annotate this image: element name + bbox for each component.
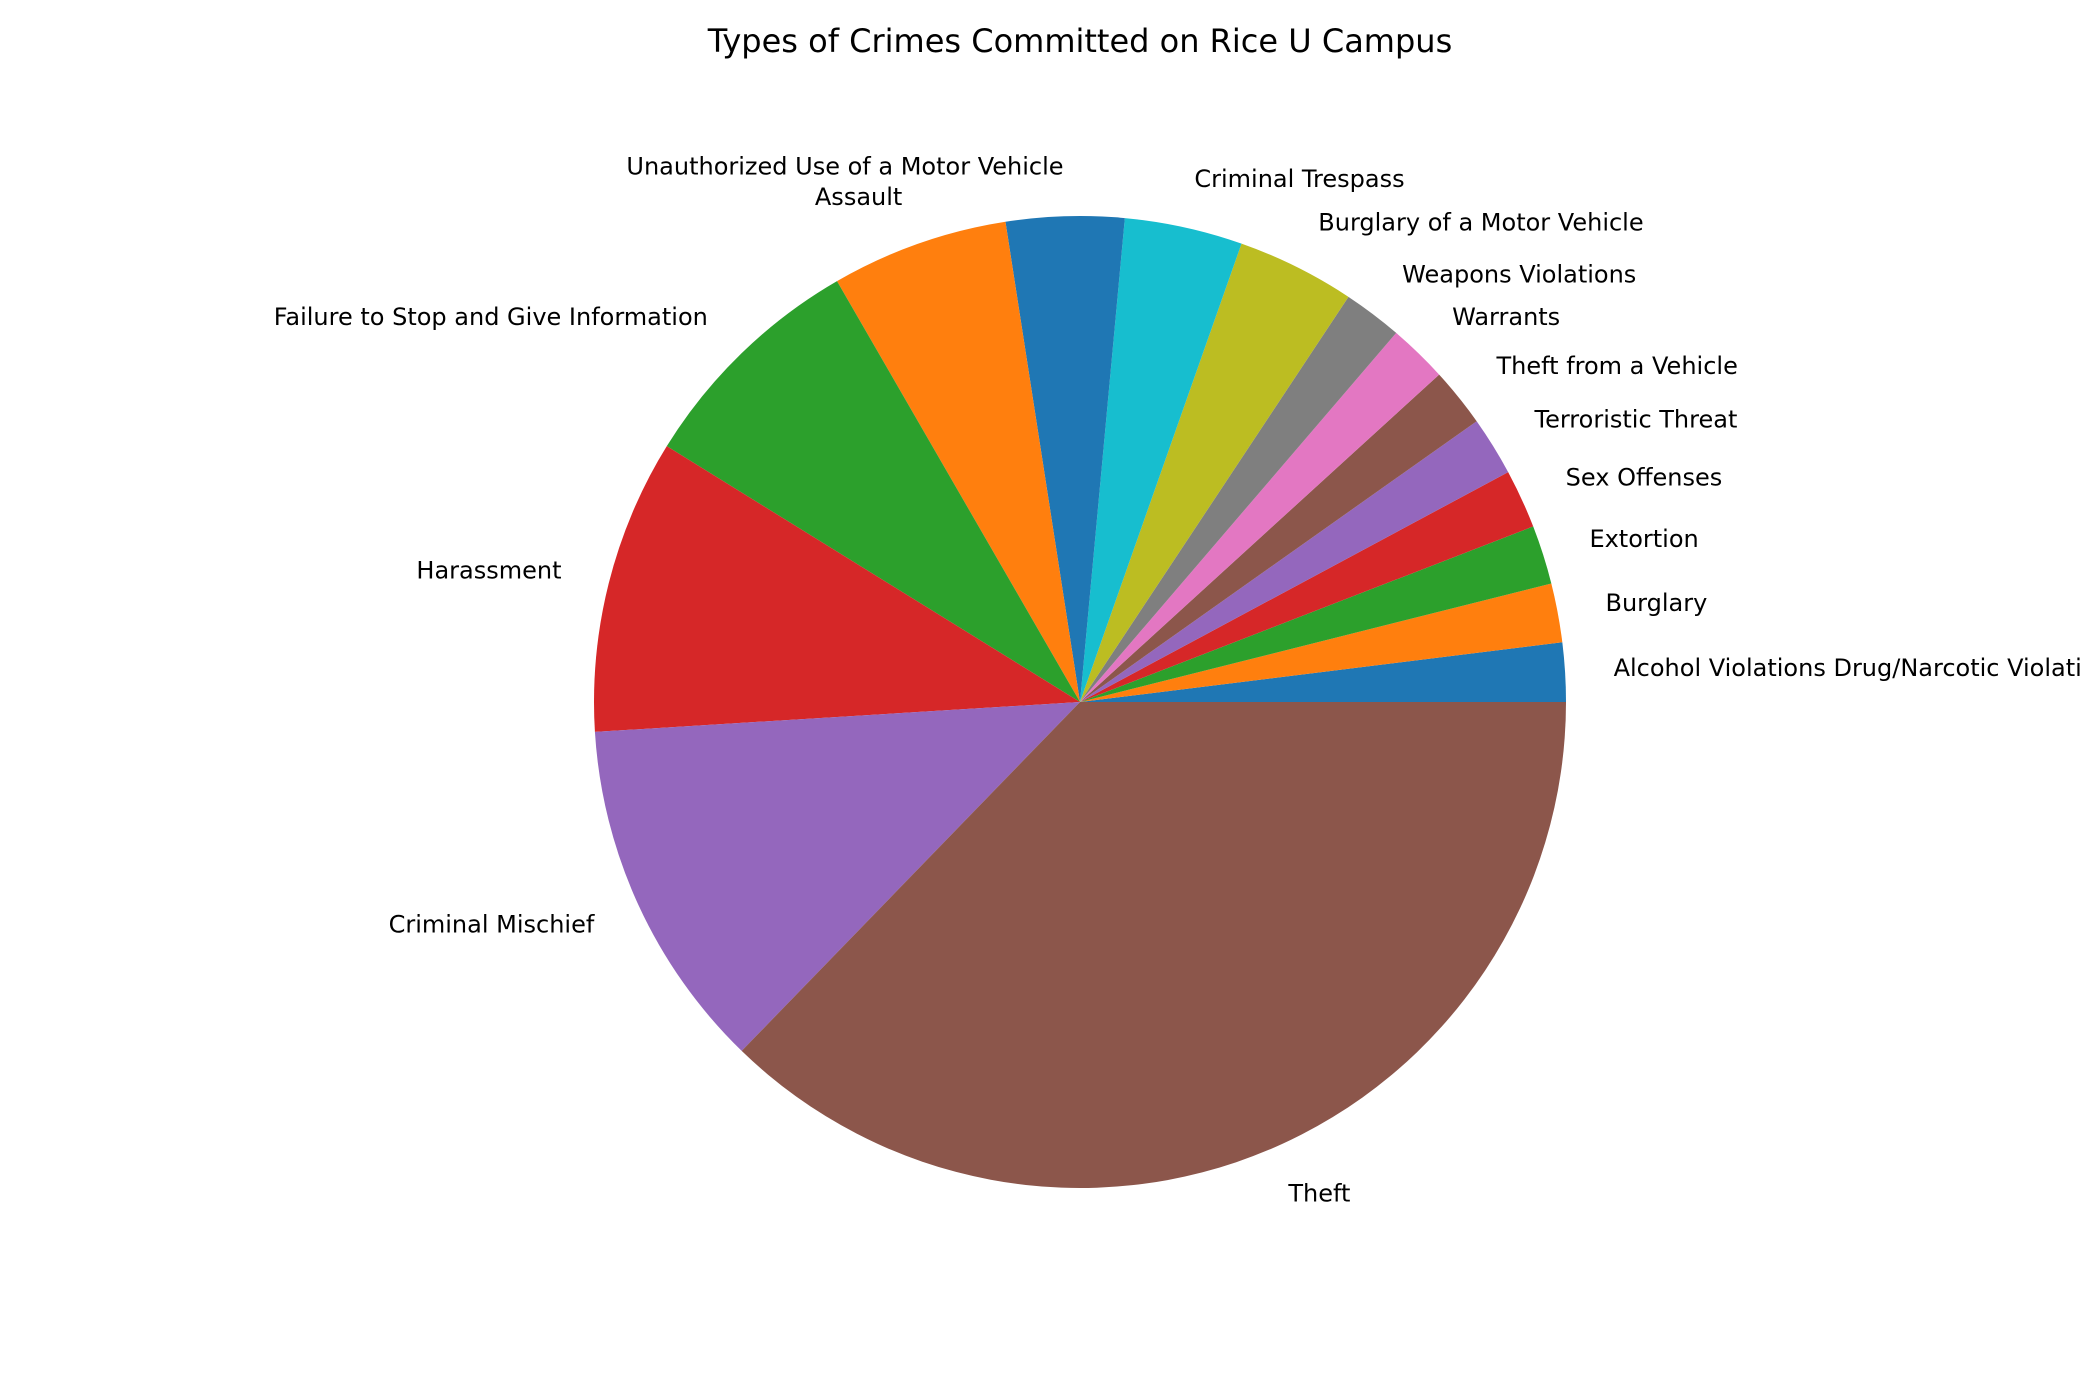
- slice-label-alcohol-violations-drug-narcotic-violations: Alcohol Violations Drug/Narcotic Violati: [1614, 654, 2082, 682]
- pie-slice-warrants: [1080, 332, 1440, 702]
- pie-slice-criminal-trespass: [1080, 218, 1242, 703]
- pie-slice-failure-to-stop-and-give-information: [666, 281, 1080, 702]
- pie-slice-theft-from-a-vehicle: [1080, 374, 1477, 702]
- slice-label-weapons-violations: Weapons Violations: [1402, 260, 1636, 288]
- slice-label-theft-from-a-vehicle: Theft from a Vehicle: [1495, 352, 1737, 380]
- pie-slice-harassment: [593, 446, 1080, 732]
- pie-slice-extortion: [1080, 526, 1552, 702]
- slice-label-theft: Theft: [1287, 1179, 1350, 1207]
- pie-slice-theft: [741, 702, 1566, 1188]
- slice-label-criminal-mischief: Criminal Mischief: [389, 910, 595, 938]
- pie-slice-weapons-violations: [1080, 296, 1397, 702]
- chart-title: Types of Crimes Committed on Rice U Camp…: [707, 22, 1452, 60]
- pie-labels: Alcohol Violations Drug/Narcotic Violati…: [274, 153, 2082, 1208]
- slice-label-warrants: Warrants: [1452, 303, 1560, 331]
- slice-label-terroristic-threat: Terroristic Threat: [1534, 406, 1738, 434]
- slice-label-assault: Assault: [815, 183, 902, 211]
- pie-slice-criminal-mischief: [594, 702, 1080, 1051]
- slice-label-failure-to-stop-and-give-information: Failure to Stop and Give Information: [274, 303, 708, 331]
- pie-slices: [593, 215, 1566, 1188]
- slice-label-criminal-trespass: Criminal Trespass: [1194, 165, 1404, 193]
- pie-slice-alcohol-violations-drug-narcotic-violations: [1080, 642, 1566, 702]
- slice-label-burglary-of-a-motor-vehicle: Burglary of a Motor Vehicle: [1318, 208, 1643, 236]
- slice-label-burglary: Burglary: [1605, 589, 1707, 617]
- slice-label-harassment: Harassment: [416, 557, 561, 585]
- pie-slice-assault: [837, 221, 1080, 702]
- pie-slice-sex-offenses: [1080, 472, 1534, 702]
- slice-label-unauthorized-use-of-a-motor-vehicle: Unauthorized Use of a Motor Vehicle: [626, 153, 1063, 181]
- pie-slice-unauthorized-use-of-a-motor-vehicle: [1005, 215, 1125, 702]
- slice-label-extortion: Extortion: [1589, 525, 1698, 553]
- slice-label-sex-offenses: Sex Offenses: [1566, 464, 1723, 492]
- pie-slice-burglary: [1080, 583, 1563, 702]
- pie-slice-terroristic-threat: [1080, 421, 1509, 702]
- pie-slice-burglary-of-a-motor-vehicle: [1080, 243, 1349, 702]
